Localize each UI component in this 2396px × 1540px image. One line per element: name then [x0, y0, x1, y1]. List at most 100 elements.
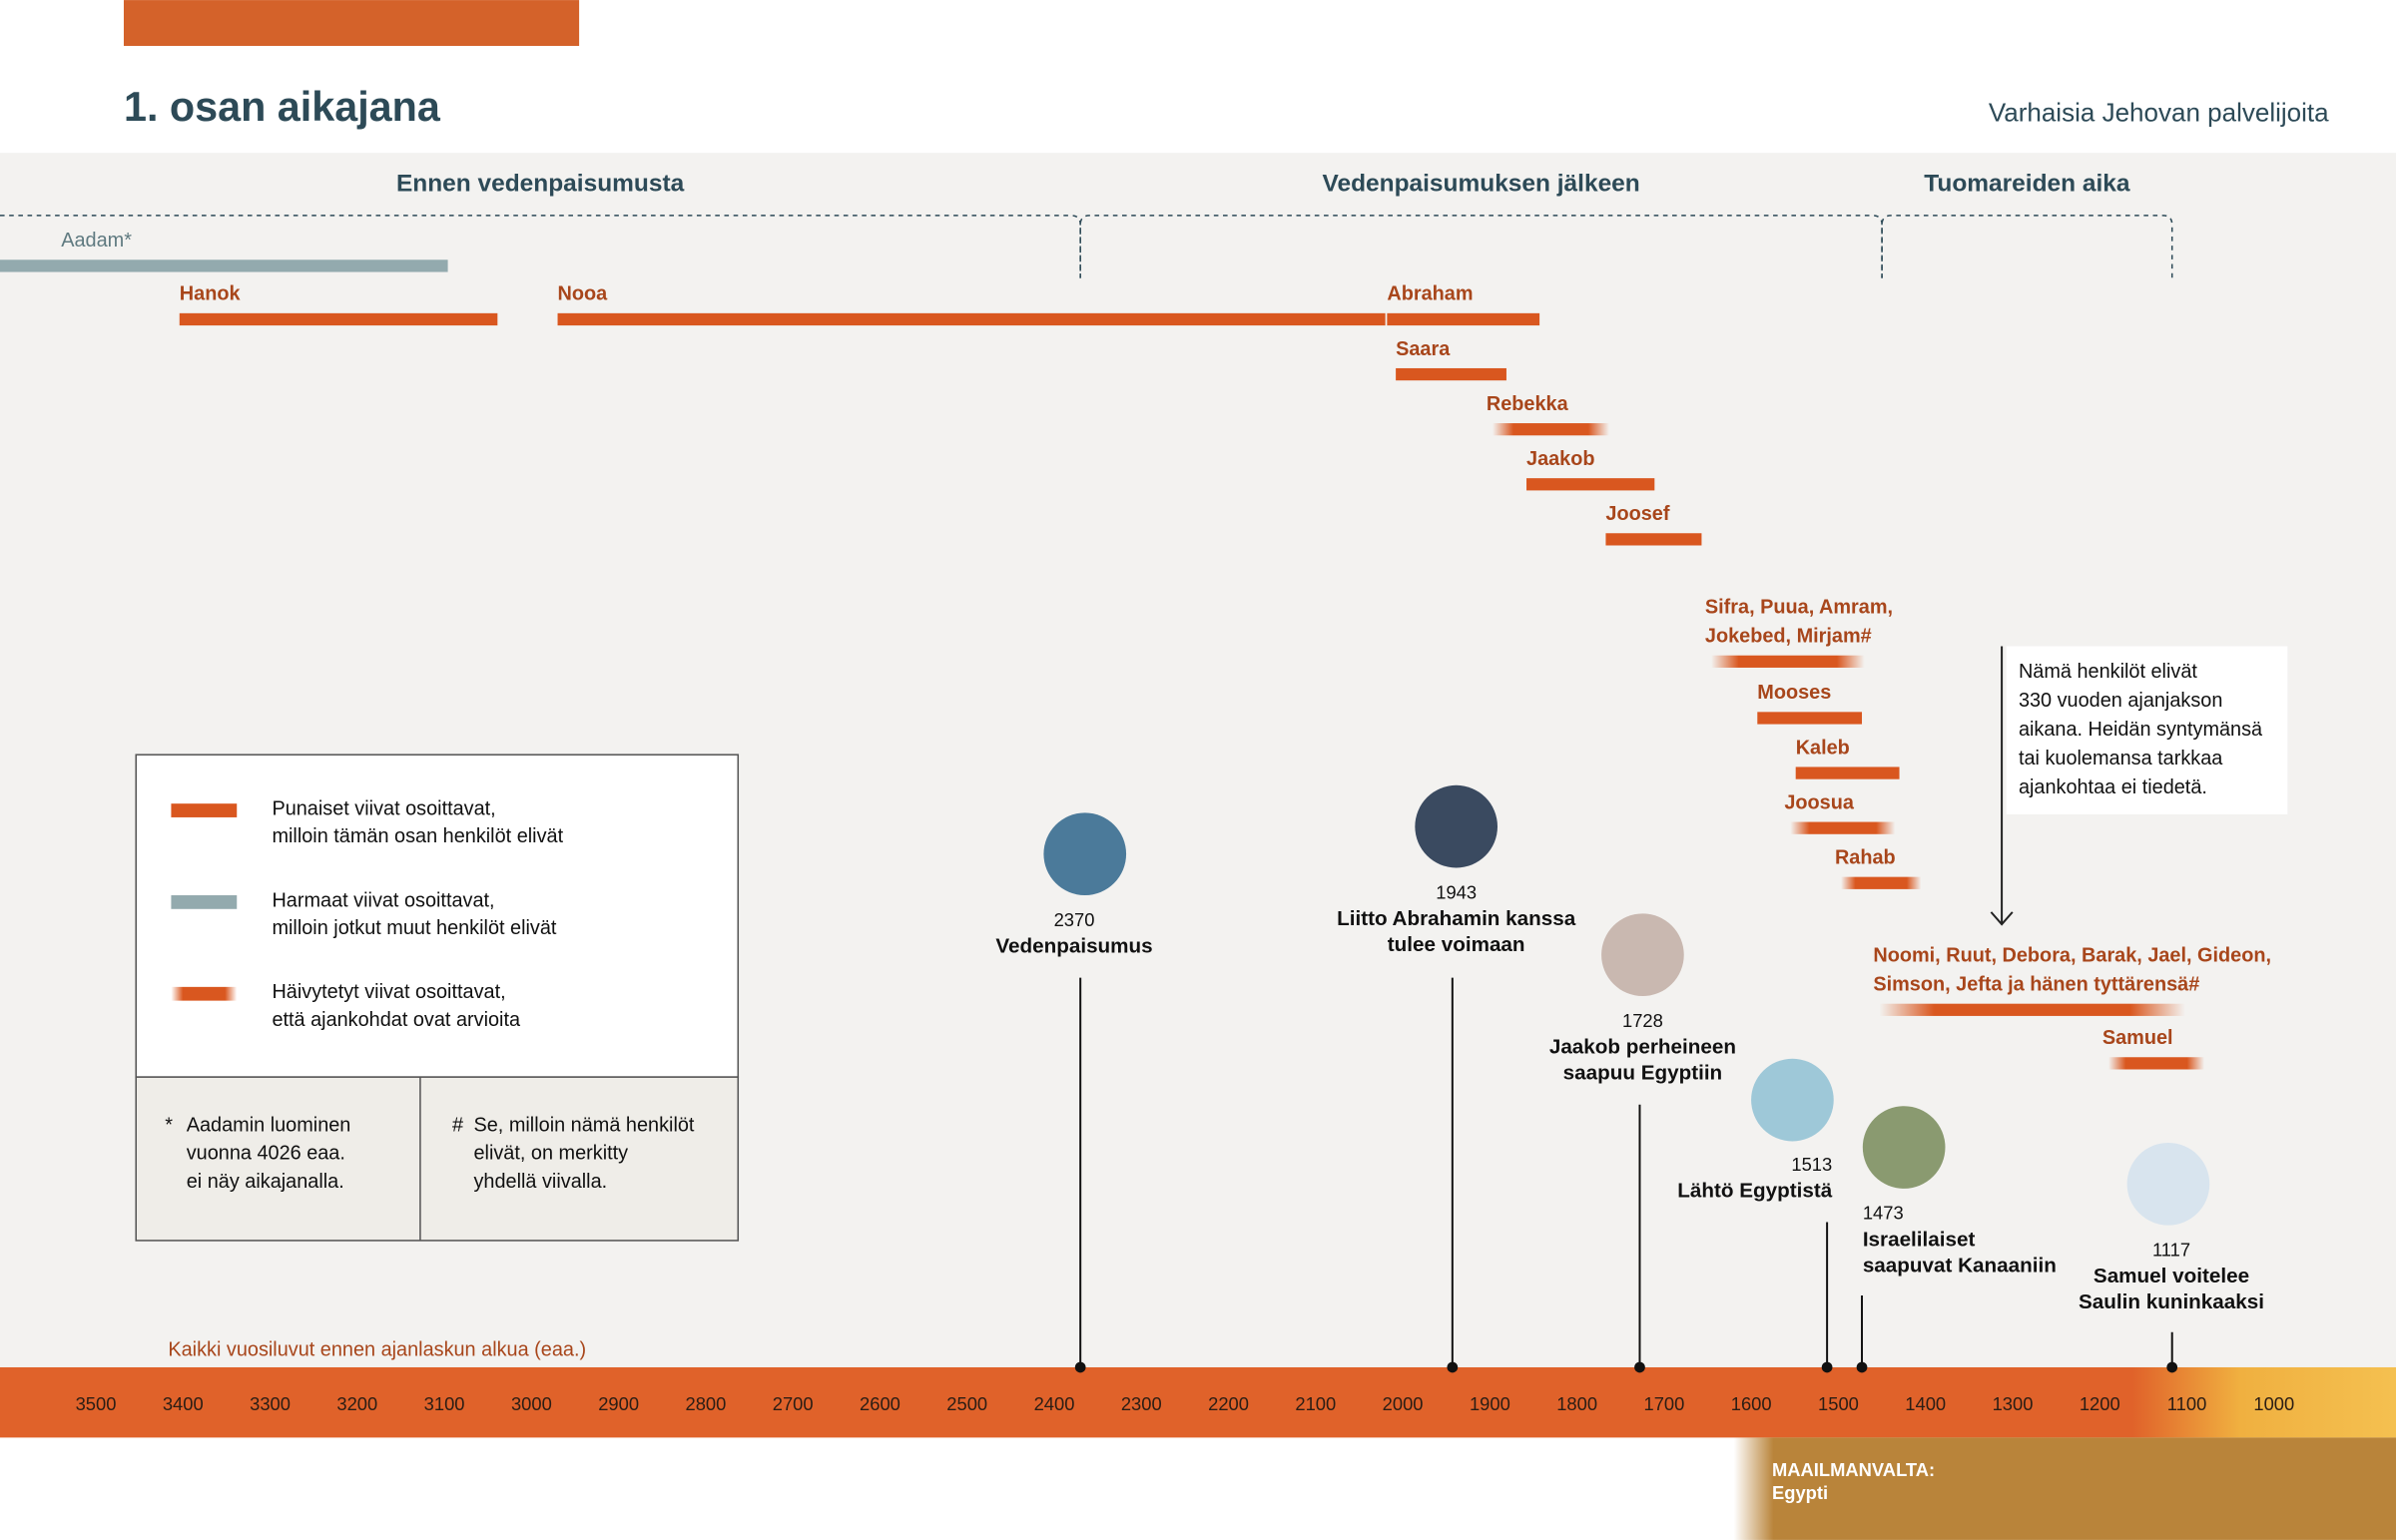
top-tab — [123, 0, 580, 46]
lifespan-bar — [1492, 423, 1609, 436]
x-tick-label: 1900 — [1470, 1393, 1510, 1414]
axis-label: Kaikki vuosiluvut ennen ajanlaskun alkua… — [168, 1338, 586, 1360]
note-text: ajankohtaa ei tiedetä. — [2019, 776, 2207, 798]
x-tick-label: 3400 — [163, 1393, 204, 1414]
event-icon — [1043, 812, 1127, 896]
legend-text: milloin jotkut muut henkilöt elivät — [272, 917, 556, 939]
event-label: Jaakob perheineen — [1549, 1036, 1736, 1059]
x-tick-label: 1600 — [1731, 1393, 1772, 1414]
lifespan-bar — [1387, 312, 1540, 326]
lifespan-bar — [1757, 712, 1863, 725]
event-label: Israelilaiset — [1863, 1228, 1976, 1251]
x-tick-label: 2400 — [1034, 1393, 1075, 1414]
event-year: 1943 — [1436, 881, 1477, 902]
person-name: Joosua — [1784, 791, 1855, 813]
note-text: Nämä henkilöt elivät — [2019, 661, 2197, 683]
person-name: Jaakob — [1526, 448, 1594, 470]
x-tick-label: 3500 — [76, 1393, 117, 1414]
legend-text: Harmaat viivat osoittavat, — [272, 889, 494, 911]
world-power-name: Egypti — [1772, 1482, 1828, 1503]
lifespan-bar — [0, 259, 448, 272]
person-name: Saara — [1396, 338, 1451, 360]
person-name: Joosef — [1605, 503, 1669, 525]
event-label: saapuu Egyptiin — [1563, 1062, 1723, 1085]
lifespan-bar — [179, 312, 498, 326]
period-brace — [1079, 215, 1883, 278]
event-label: saapuvat Kanaaniin — [1863, 1254, 2057, 1277]
x-tick-label: 2900 — [598, 1393, 639, 1414]
note-text: 330 vuoden ajanjakson — [2019, 690, 2222, 712]
event-dot — [1821, 1361, 1833, 1373]
event-label: Liitto Abrahamin kanssa — [1337, 907, 1576, 930]
person-name: Jokebed, Mirjam# — [1705, 626, 1872, 648]
event-year: 1473 — [1863, 1203, 1904, 1224]
x-tick-label: 2300 — [1121, 1393, 1162, 1414]
event-icon — [2126, 1142, 2210, 1226]
person-name: Sifra, Puua, Amram, — [1705, 597, 1893, 619]
event-icon — [1415, 784, 1498, 868]
person-name: Kaleb — [1796, 737, 1850, 759]
x-tick-label: 3200 — [336, 1393, 377, 1414]
x-tick-label: 1100 — [2167, 1393, 2206, 1414]
x-tick-label: 2600 — [860, 1393, 900, 1414]
period-label: Tuomareiden aika — [1924, 171, 2130, 198]
legend-text: että ajankohdat ovat arvioita — [272, 1009, 521, 1031]
x-tick-label: 1400 — [1905, 1393, 1946, 1414]
legend-key — [171, 986, 238, 1001]
event-icon — [1862, 1106, 1946, 1189]
x-tick-label: 2500 — [946, 1393, 987, 1414]
event-label: Samuel voitelee — [2094, 1265, 2249, 1287]
lifespan-bar — [1711, 655, 1865, 668]
person-name: Noomi, Ruut, Debora, Barak, Jael, Gideon… — [1873, 944, 2271, 966]
lifespan-bar — [1795, 767, 1900, 779]
period-brace — [0, 215, 1081, 278]
note-text: aikana. Heidän syntymänsä — [2019, 719, 2263, 741]
legend-text: Punaiset viivat osoittavat, — [272, 798, 495, 820]
x-tick-label: 1500 — [1818, 1393, 1859, 1414]
event-label: tulee voimaan — [1388, 933, 1525, 956]
period-label: Ennen vedenpaisumusta — [396, 171, 685, 198]
footnote-text: elivät, on merkitty — [473, 1143, 628, 1165]
legend-key — [171, 803, 238, 817]
footnote-text: Aadamin luominen — [187, 1114, 351, 1136]
x-tick-label: 2000 — [1383, 1393, 1424, 1414]
x-tick-label: 2700 — [773, 1393, 814, 1414]
footnote-box — [135, 1076, 740, 1242]
person-name: Samuel — [2102, 1027, 2173, 1049]
subtitle: Varhaisia Jehovan palvelijoita — [1989, 98, 2329, 128]
person-name: Nooa — [558, 283, 609, 305]
legend-text: milloin tämän osan henkilöt elivät — [272, 825, 563, 847]
lifespan-bar — [1841, 876, 1922, 889]
footnote-text: vuonna 4026 eaa. — [187, 1143, 345, 1165]
x-tick-label: 2100 — [1295, 1393, 1336, 1414]
x-tick-label: 1700 — [1643, 1393, 1684, 1414]
event-icon — [1601, 913, 1684, 997]
footnote-symbol: * — [165, 1114, 173, 1136]
legend-text: Häivytetyt viivat osoittavat, — [272, 981, 505, 1003]
footnote-text: yhdellä viivalla. — [473, 1171, 607, 1193]
footnote-text: Se, milloin nämä henkilöt — [473, 1114, 694, 1136]
x-tick-label: 3300 — [250, 1393, 291, 1414]
event-dot — [1856, 1361, 1868, 1373]
event-year: 1117 — [2152, 1239, 2190, 1260]
period-label: Vedenpaisumuksen jälkeen — [1323, 171, 1640, 198]
x-tick-label: 1200 — [2080, 1393, 2120, 1414]
event-dot — [1447, 1361, 1459, 1373]
person-name: Hanok — [180, 283, 242, 305]
x-tick-label: 2800 — [685, 1393, 726, 1414]
event-label: Lähtö Egyptistä — [1677, 1179, 1832, 1202]
x-tick-label: 1000 — [2253, 1393, 2294, 1414]
person-name: Rebekka — [1487, 393, 1569, 415]
person-name: Aadam* — [61, 230, 132, 252]
x-tick-label: 2200 — [1208, 1393, 1249, 1414]
period-brace — [1881, 215, 2173, 278]
x-tick-label: 1300 — [1993, 1393, 2034, 1414]
event-dot — [2166, 1361, 2178, 1373]
person-name: Mooses — [1757, 682, 1831, 704]
x-tick-label: 3100 — [424, 1393, 465, 1414]
event-dot — [1634, 1361, 1645, 1373]
footnote-symbol: # — [452, 1114, 463, 1136]
lifespan-bar — [1790, 821, 1896, 834]
